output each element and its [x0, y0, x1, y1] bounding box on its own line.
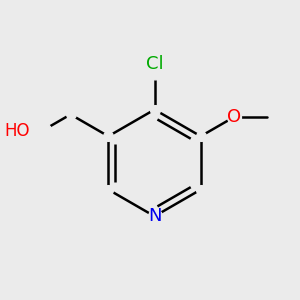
Text: O: O [227, 108, 242, 126]
Text: N: N [148, 207, 161, 225]
Text: Cl: Cl [146, 55, 163, 73]
Text: HO: HO [4, 122, 30, 140]
